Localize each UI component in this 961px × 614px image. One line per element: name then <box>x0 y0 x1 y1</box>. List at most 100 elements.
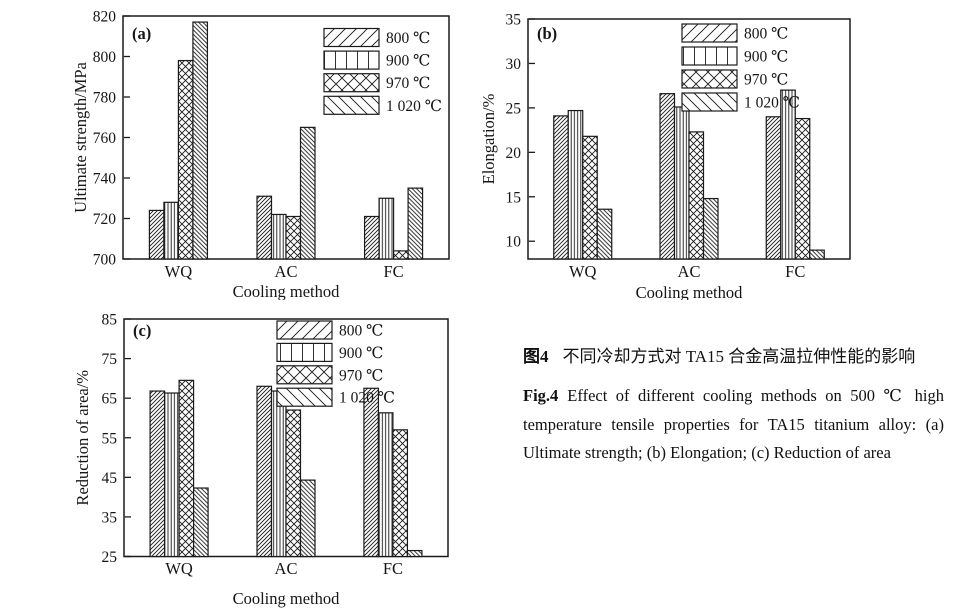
y-tick-label: 800 <box>93 49 117 66</box>
bar-FC-900℃ <box>377 412 394 558</box>
panel-label: (c) <box>133 321 151 340</box>
legend-label: 1 020 ℃ <box>339 390 395 407</box>
bar-WQ-900℃ <box>163 392 180 558</box>
legend-item: 1 020 ℃ <box>323 95 442 115</box>
legend-item: 970 ℃ <box>681 69 788 89</box>
figure-caption: 图4 不同冷却方式对 TA15 合金高温拉伸性能的影响 Fig.4 Effect o… <box>523 341 944 468</box>
x-tick-label: WQ <box>569 262 597 281</box>
legend-swatch <box>276 320 333 340</box>
x-axis-title: Cooling method <box>233 282 341 300</box>
bar-AC-800℃ <box>256 195 273 260</box>
y-tick-label: 55 <box>102 430 118 447</box>
bar-FC-1020℃ <box>406 549 423 558</box>
y-tick-label: 700 <box>93 252 117 269</box>
y-tick-label: 75 <box>102 351 118 368</box>
y-tick-label: 20 <box>506 145 522 162</box>
bar-WQ-1020℃ <box>192 21 209 260</box>
bar-FC-1020℃ <box>407 187 424 260</box>
chart-reduction-of-area: 25 35 45 55 65 75 85 Reduction of area/% Cooling… <box>73 312 449 608</box>
x-axis-title: Cooling method <box>636 283 744 300</box>
y-axis-title: Ultimate strength/MPa <box>71 61 90 212</box>
y-tick-label: 10 <box>506 234 522 251</box>
legend-swatch <box>681 46 738 66</box>
bar-WQ-800℃ <box>553 115 569 260</box>
bar-AC-970℃ <box>285 215 302 260</box>
legend-swatch <box>276 387 333 407</box>
legend-swatch <box>276 365 333 385</box>
x-tick-label: AC <box>678 262 701 281</box>
panel-label: (a) <box>132 24 151 43</box>
bar-AC-1020℃ <box>299 126 316 260</box>
caption-zh-text: 不同冷却方式对 TA15 合金高温拉伸性能的影响 <box>562 347 916 366</box>
bar-FC-900℃ <box>378 197 395 260</box>
bar-WQ-1020℃ <box>192 487 209 558</box>
x-axis-title: Cooling method <box>233 589 341 608</box>
legend-item: 800 ℃ <box>323 27 430 48</box>
legend-swatch <box>681 23 738 43</box>
bar-AC-900℃ <box>270 213 287 260</box>
bar-FC-800℃ <box>363 387 380 558</box>
legend-swatch <box>681 69 738 89</box>
panel-label: (b) <box>537 24 557 43</box>
bar-AC-800℃ <box>659 93 676 260</box>
y-tick-label: 760 <box>93 130 117 147</box>
chart-elongation: 10 15 20 25 30 35 Elongation/% Cooling method WQ… <box>480 12 851 300</box>
legend-item: 970 ℃ <box>276 365 383 385</box>
legend-label: 900 ℃ <box>386 53 430 70</box>
bar-WQ-800℃ <box>148 209 165 260</box>
caption-chinese: 图4 不同冷却方式对 TA15 合金高温拉伸性能的影响 <box>523 341 944 373</box>
legend-label: 1 020 ℃ <box>744 95 800 112</box>
bar-AC-900℃ <box>673 106 690 260</box>
y-axis-title: Reduction of area/% <box>73 370 92 506</box>
y-tick-label: 35 <box>102 509 118 526</box>
legend-label: 800 ℃ <box>744 26 788 43</box>
bar-FC-970℃ <box>794 117 811 260</box>
bar-WQ-970℃ <box>178 379 195 558</box>
bar-AC-1020℃ <box>299 479 316 558</box>
bar-WQ-1020℃ <box>596 208 613 260</box>
x-tick-label: FC <box>383 559 403 578</box>
y-tick-label: 740 <box>93 171 117 188</box>
bar-FC-970℃ <box>392 250 409 260</box>
bar-FC-800℃ <box>363 215 380 260</box>
x-tick-label: WQ <box>165 559 193 578</box>
y-tick-label: 820 <box>93 9 117 26</box>
bar-AC-970℃ <box>285 409 302 558</box>
legend-label: 970 ℃ <box>339 367 383 384</box>
chart-ultimate-strength: 700 720 740 760 780 800 820 Ultimate strength/M… <box>71 9 450 300</box>
x-tick-label: FC <box>785 262 805 281</box>
y-tick-label: 780 <box>93 90 117 107</box>
caption-zh-label: 图4 <box>523 347 549 366</box>
legend-label: 970 ℃ <box>386 75 430 92</box>
bar-AC-1020℃ <box>702 197 719 260</box>
bar-WQ-800℃ <box>149 390 166 558</box>
x-tick-label: AC <box>275 262 298 281</box>
bar-WQ-900℃ <box>567 109 584 260</box>
legend-item: 900 ℃ <box>681 46 788 66</box>
caption-en-text: Effect of different cooling methods on 5… <box>523 386 944 462</box>
caption-en-label: Fig.4 <box>523 386 559 405</box>
y-axis-title: Elongation/% <box>480 93 498 184</box>
legend-item: 900 ℃ <box>323 50 430 70</box>
legend-label: 900 ℃ <box>744 49 788 66</box>
legend-label: 900 ℃ <box>339 345 383 362</box>
legend-swatch <box>323 50 380 70</box>
legend-item: 900 ℃ <box>276 342 383 363</box>
legend-item: 800 ℃ <box>276 320 383 340</box>
bar-WQ-970℃ <box>177 59 194 260</box>
legend-swatch <box>681 92 738 112</box>
legend-swatch <box>276 342 333 363</box>
bar-FC-900℃ <box>780 89 796 260</box>
y-tick-label: 85 <box>102 312 118 329</box>
y-tick-label: 720 <box>93 211 117 228</box>
legend-item: 1 020 ℃ <box>681 92 800 112</box>
bar-WQ-970℃ <box>582 135 598 260</box>
legend-label: 970 ℃ <box>744 72 788 89</box>
y-tick-label: 30 <box>506 56 522 73</box>
legend-swatch <box>323 27 380 48</box>
y-tick-label: 25 <box>102 549 118 566</box>
caption-english: Fig.4 Effect of different cooling methods… <box>523 382 944 468</box>
legend-item: 970 ℃ <box>323 73 430 93</box>
x-tick-label: AC <box>275 559 298 578</box>
